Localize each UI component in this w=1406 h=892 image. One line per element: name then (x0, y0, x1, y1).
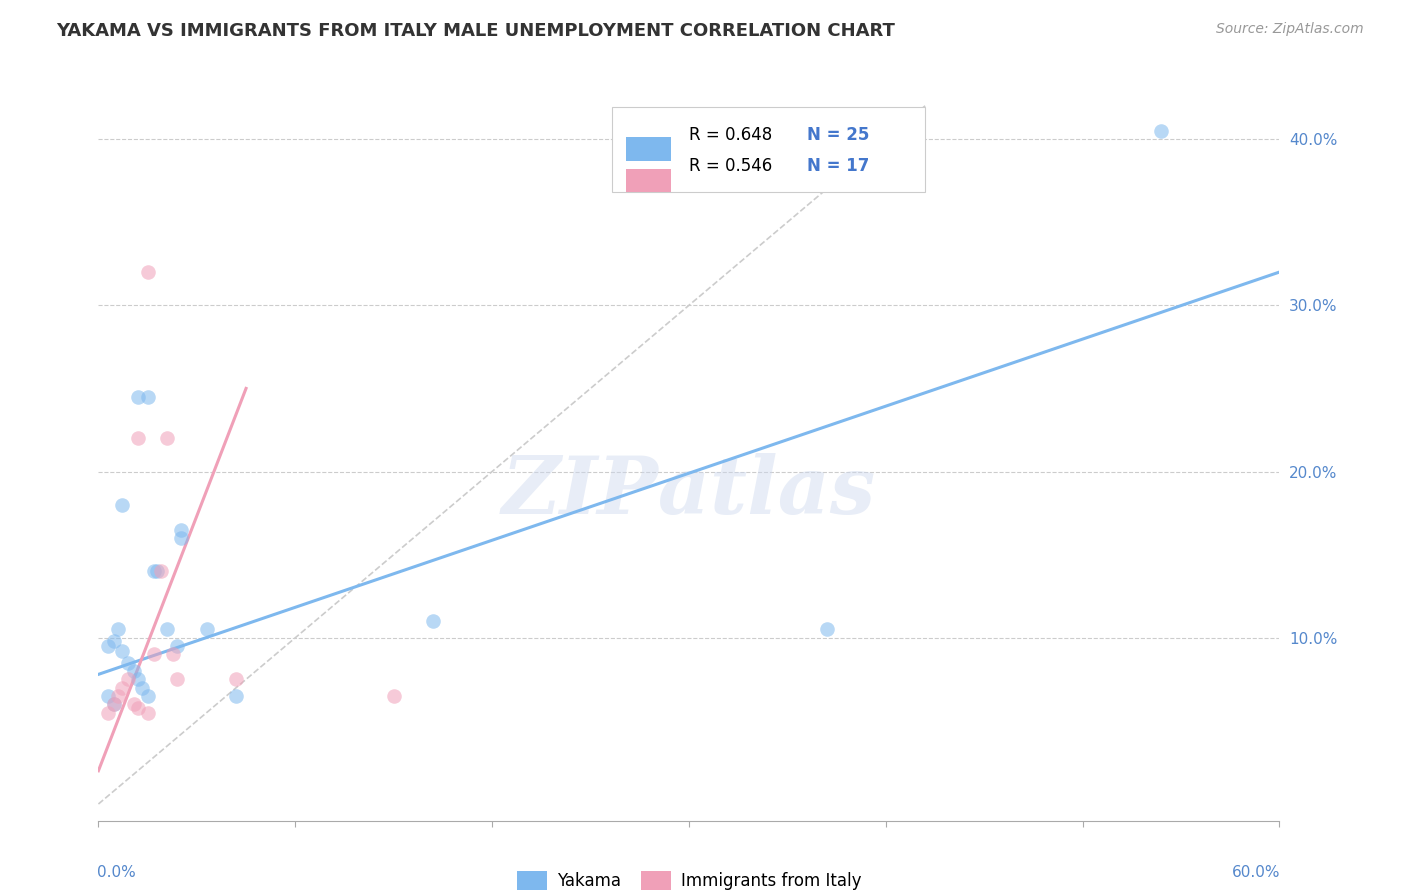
Point (122, 664, 145, 678)
Text: N = 25: N = 25 (807, 126, 869, 144)
Point (195, 623, 218, 637)
Point (136, 689, 159, 703)
Point (156, 431, 179, 445)
Point (111, 681, 134, 695)
Point (122, 698, 145, 712)
Point (127, 700, 149, 714)
Point (111, 644, 134, 658)
Text: R = 0.648: R = 0.648 (689, 126, 772, 144)
FancyBboxPatch shape (626, 137, 671, 161)
Point (146, 564, 169, 578)
Point (225, 673, 247, 687)
Point (142, 648, 165, 662)
Point (150, 564, 173, 578)
Text: 60.0%: 60.0% (1232, 864, 1281, 880)
Point (131, 681, 153, 695)
Text: N = 17: N = 17 (807, 157, 869, 175)
Point (117, 673, 139, 687)
Point (166, 639, 188, 653)
Point (127, 390, 149, 404)
Point (1150, 124, 1173, 138)
Text: Source: ZipAtlas.com: Source: ZipAtlas.com (1216, 22, 1364, 37)
Point (127, 673, 149, 687)
Point (103, 698, 125, 712)
Legend: Yakama, Immigrants from Italy: Yakama, Immigrants from Italy (510, 863, 868, 892)
Point (166, 673, 188, 687)
Point (422, 614, 444, 628)
Point (127, 431, 149, 445)
Point (815, 623, 838, 637)
Y-axis label: Male Unemployment: Male Unemployment (0, 376, 7, 534)
Point (97, 639, 120, 653)
Point (117, 656, 139, 670)
Point (103, 698, 125, 712)
FancyBboxPatch shape (626, 169, 671, 193)
Point (97, 706, 120, 720)
Point (162, 648, 184, 662)
Point (136, 265, 159, 279)
Point (111, 498, 134, 512)
Point (97, 689, 120, 703)
Point (170, 523, 193, 537)
Point (136, 706, 159, 720)
Point (107, 623, 129, 637)
Point (142, 564, 165, 578)
Text: R = 0.546: R = 0.546 (689, 157, 772, 175)
FancyBboxPatch shape (612, 108, 925, 192)
Point (103, 634, 125, 648)
Point (156, 623, 179, 637)
Text: ZIP​atlas: ZIP​atlas (502, 453, 876, 530)
Text: 0.0%: 0.0% (97, 864, 136, 880)
Point (107, 689, 129, 703)
Text: YAKAMA VS IMMIGRANTS FROM ITALY MALE UNEMPLOYMENT CORRELATION CHART: YAKAMA VS IMMIGRANTS FROM ITALY MALE UNE… (56, 22, 896, 40)
Point (170, 531, 193, 545)
Point (225, 689, 247, 703)
Point (136, 390, 159, 404)
Point (382, 689, 405, 703)
